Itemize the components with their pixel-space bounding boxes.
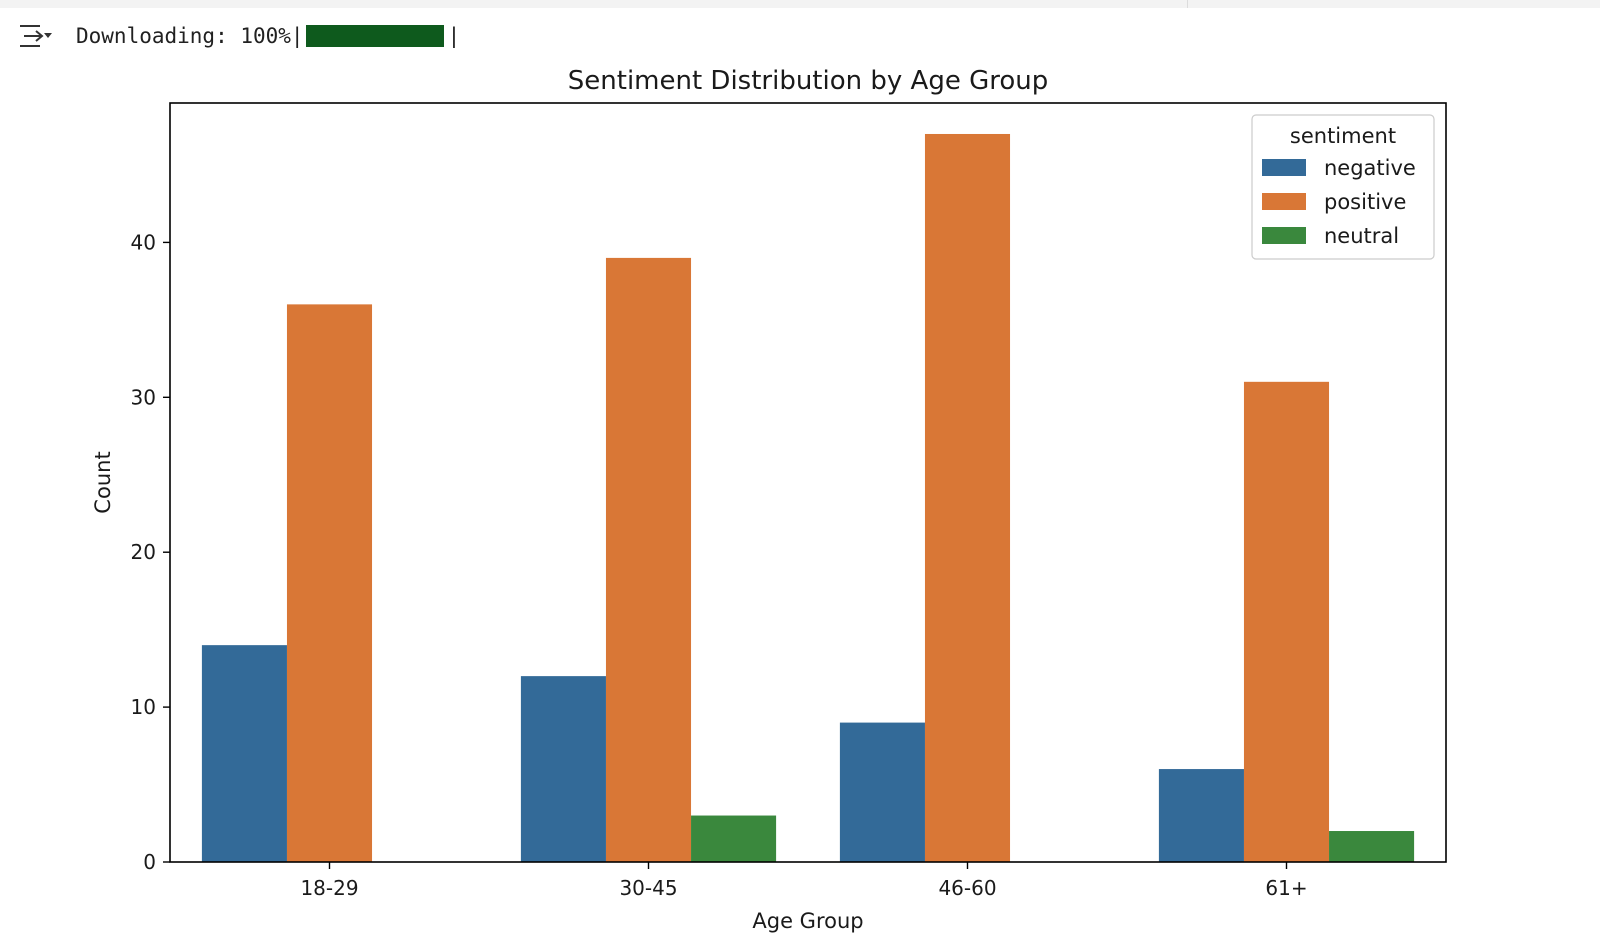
progress-bar [305,25,446,47]
progress-fill [305,25,444,47]
legend-swatch-positive [1262,193,1306,210]
download-progress: Downloading: 100%| | [76,20,460,52]
y-tick-label: 0 [143,850,156,874]
bar-positive-18-29 [286,304,373,863]
x-tick-label: 18-29 [300,876,358,900]
y-tick-label: 20 [131,540,156,564]
bar-neutral-30-45 [691,815,777,862]
sentiment-bar-chart: Sentiment Distribution by Age Group 0 10 20… [91,66,1447,933]
x-tick-label: 46-60 [938,876,996,900]
bar-positive-61+ [1243,381,1330,862]
legend-title: sentiment [1290,124,1396,148]
progress-end: | [447,24,461,48]
x-axis-label: Age Group [752,909,863,933]
chart-title: Sentiment Distribution by Age Group [568,66,1048,96]
bar-negative-46-60 [839,722,925,862]
legend-label-negative: negative [1324,156,1416,180]
progress-label: Downloading: 100%| [76,24,304,48]
top-strip-divider [1187,0,1188,8]
legend-label-positive: positive [1324,190,1406,214]
legend-box [1251,114,1435,260]
output-collapse-icon[interactable] [18,22,56,52]
legend-label-neutral: neutral [1324,224,1399,248]
y-axis-label: Count [91,451,115,513]
bar-negative-61+ [1158,769,1244,862]
bar-positive-46-60 [924,133,1011,862]
legend-swatch-negative [1262,159,1306,176]
plot-frame [169,102,1447,863]
bar-negative-18-29 [201,645,287,862]
chart-container: Sentiment Distribution by Age Group 0 10 20… [0,56,1600,944]
bar-negative-30-45 [520,676,606,862]
y-tick-label: 30 [131,385,156,409]
bar-neutral-61+ [1329,831,1415,862]
top-strip [0,0,1600,8]
y-tick-label: 40 [131,230,156,254]
bar-positive-30-45 [605,257,692,862]
legend-swatch-neutral [1262,227,1306,244]
x-tick-label: 61+ [1265,876,1307,900]
x-tick-label: 30-45 [619,876,677,900]
y-tick-label: 10 [131,695,156,719]
